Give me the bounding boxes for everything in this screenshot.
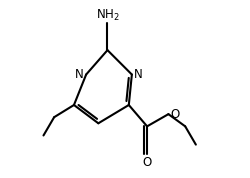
Text: NH$_2$: NH$_2$ <box>96 8 120 23</box>
Text: N: N <box>134 68 143 81</box>
Text: O: O <box>171 108 180 121</box>
Text: N: N <box>75 68 84 81</box>
Text: O: O <box>142 156 152 169</box>
